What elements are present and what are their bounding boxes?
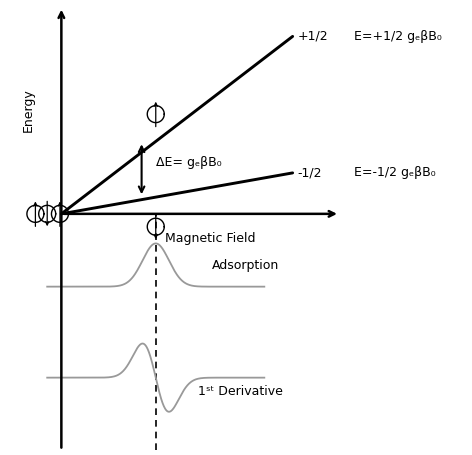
Text: E=-1/2 gₑβB₀: E=-1/2 gₑβB₀ <box>354 167 436 179</box>
Text: 1ˢᵗ Derivative: 1ˢᵗ Derivative <box>198 385 283 398</box>
Text: Energy: Energy <box>22 88 35 132</box>
Text: +1/2: +1/2 <box>297 30 328 43</box>
Text: -1/2: -1/2 <box>297 167 322 179</box>
Text: Magnetic Field: Magnetic Field <box>165 232 255 245</box>
Text: ΔE= gₑβB₀: ΔE= gₑβB₀ <box>156 156 221 169</box>
Text: E=+1/2 gₑβB₀: E=+1/2 gₑβB₀ <box>354 30 442 43</box>
Text: Adsorption: Adsorption <box>212 258 279 272</box>
